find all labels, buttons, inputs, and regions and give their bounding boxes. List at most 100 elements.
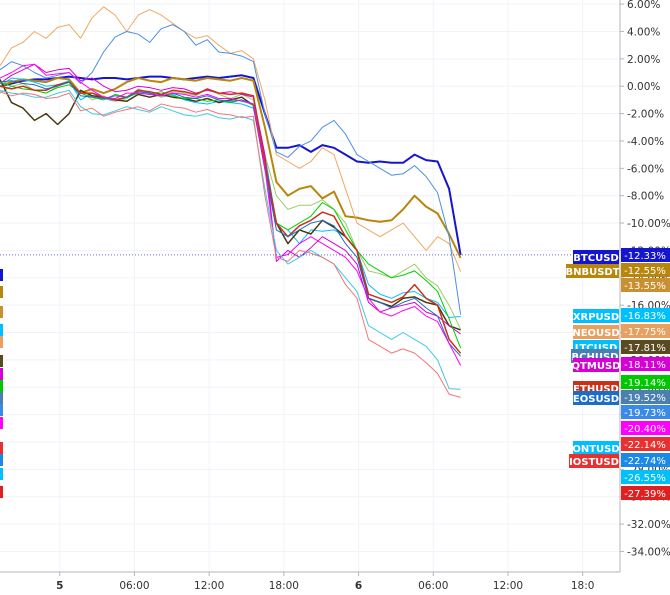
series-name-tag-bg xyxy=(573,441,619,455)
series-line xyxy=(0,81,462,354)
price-scale-label: -22.14% xyxy=(621,437,670,451)
price-scale-label-text: -12.55% xyxy=(624,266,666,277)
series-name-tag-bg xyxy=(573,325,619,339)
x-tick-label: 06:00 xyxy=(418,580,448,592)
series-name-tag-bg xyxy=(573,250,619,264)
series-name-tag: NEOUSD xyxy=(572,325,620,339)
y-tick-label: -10.00% xyxy=(627,218,670,230)
series-name-tag-bg xyxy=(573,309,619,323)
grid-lines xyxy=(0,0,620,572)
series-name-tag: IOSTUSD xyxy=(569,454,619,468)
series-name-tag: EOSUSD xyxy=(573,391,619,405)
price-scale-label-bg xyxy=(621,405,670,419)
y-tick-label: 2.00% xyxy=(627,54,660,66)
price-scale-label-bg xyxy=(621,340,670,354)
series-name-tag-bg xyxy=(569,454,619,468)
x-tick-label: 06:00 xyxy=(119,580,149,592)
series-line xyxy=(0,80,461,357)
price-scale-label-text: -17.75% xyxy=(624,327,666,338)
left-edge-marker xyxy=(0,336,3,348)
series-line xyxy=(0,63,462,366)
price-scale-label-text: -17.81% xyxy=(624,343,666,354)
price-scale-label: -13.55% xyxy=(621,278,670,292)
price-scale-label: -19.52% xyxy=(621,390,670,404)
price-scale-label-bg xyxy=(621,421,670,435)
x-tick-label: 12:00 xyxy=(493,580,523,592)
series-name-tag-text: ETHUSD xyxy=(573,384,619,395)
y-tick-label: -6.00% xyxy=(627,163,664,175)
price-scale-label: -26.55% xyxy=(621,470,670,484)
left-edge-marker xyxy=(0,442,3,454)
series-name-tag-text: NEOUSD xyxy=(572,328,619,339)
price-scale-label: -16.83% xyxy=(621,308,670,322)
price-scale-label: -18.11% xyxy=(621,357,670,371)
left-edge-marker xyxy=(0,368,3,380)
y-tick-label: -2.00% xyxy=(627,109,664,121)
series-name-tag: BTCUSD xyxy=(573,250,619,264)
price-scale-label-bg xyxy=(621,324,670,338)
series-name-tag: BNBUSDT xyxy=(565,264,620,278)
price-scale-label-bg xyxy=(621,263,670,277)
price-scale-label: -19.14% xyxy=(621,375,670,389)
price-scale-label-text: -18.11% xyxy=(624,360,666,371)
left-edge-marker xyxy=(0,380,3,392)
price-scale-label: -17.75% xyxy=(621,324,670,338)
left-edge-marker xyxy=(0,454,3,466)
series-name-tag-bg xyxy=(573,391,619,405)
series-name-tag-text: BCHUSD xyxy=(572,352,619,363)
y-tick-label: -32.00% xyxy=(627,519,670,531)
price-scale-label-bg xyxy=(621,357,670,371)
left-edge-marker xyxy=(0,468,3,480)
x-axis[interactable]: 5 06:00 12:00 18:00 6 06:00 12:00 18:0 xyxy=(0,571,620,592)
price-scale-label-bg xyxy=(621,453,670,467)
left-edge-marker xyxy=(0,324,3,336)
series-line xyxy=(0,74,462,256)
series-name-tag-text: QTMUSD xyxy=(572,361,621,372)
series-lines xyxy=(0,6,462,398)
price-scale-label-text: -19.14% xyxy=(624,378,666,389)
x-tick-label: 18:0 xyxy=(571,580,595,592)
x-tick-label: 18:00 xyxy=(269,580,299,592)
price-scale-label-text: -13.55% xyxy=(624,281,666,292)
series-name-tag: XRPUSD xyxy=(573,309,619,323)
series-name-tag-text: BNBUSDT xyxy=(565,267,619,278)
left-edge-marker xyxy=(0,306,3,318)
price-scale-label: -19.73% xyxy=(621,405,670,419)
price-scale-label-bg xyxy=(621,248,670,262)
series-name-tag-text: IOSTUSD xyxy=(569,457,619,468)
price-scale-label-bg xyxy=(621,375,670,389)
price-scale-label-bg xyxy=(621,470,670,484)
price-scale-label: -22.74% xyxy=(621,453,670,467)
left-edge-marker xyxy=(0,392,3,404)
series-name-tag: QTMUSD xyxy=(572,358,621,372)
x-tick-label: 12:00 xyxy=(194,580,224,592)
y-tick-label: 0.00% xyxy=(627,81,660,93)
price-scale-label-text: -27.39% xyxy=(624,489,666,500)
series-name-tag-text: LTCUSD xyxy=(575,343,618,354)
price-scale-label-bg xyxy=(621,308,670,322)
y-tick-label: -4.00% xyxy=(627,136,664,148)
price-scale-label: -12.55% xyxy=(621,263,670,277)
y-tick-label: -8.00% xyxy=(627,191,664,203)
y-tick-label: 6.00% xyxy=(627,0,660,11)
series-name-tags: BTCUSD BNBUSDT XRPUSD NEOUSD LTCUSDBCHUSDQTM… xyxy=(565,250,620,468)
price-scale-label: -20.40% xyxy=(621,421,670,435)
series-line xyxy=(0,89,461,390)
price-scale-label-text: -16.83% xyxy=(624,311,666,322)
price-scale-label-text: -12.33% xyxy=(624,251,666,262)
series-name-tag-text: XRPUSD xyxy=(573,312,619,323)
series-line xyxy=(0,91,461,398)
series-line xyxy=(0,24,462,315)
price-scale-label-text: -22.14% xyxy=(624,440,666,451)
x-tick-label: 5 xyxy=(56,580,63,592)
series-line xyxy=(0,63,461,335)
left-edge-marker xyxy=(0,404,3,416)
price-scale-labels: -12.33% -12.55% -13.55% -16.83% -17.75% -17.8… xyxy=(621,248,670,500)
series-name-tag-text: ONTUSD xyxy=(572,444,619,455)
x-tick-label: 6 xyxy=(355,580,362,592)
price-scale-label-text: -26.55% xyxy=(624,473,666,484)
price-scale-label-bg xyxy=(621,390,670,404)
left-edge-marker xyxy=(0,417,3,429)
